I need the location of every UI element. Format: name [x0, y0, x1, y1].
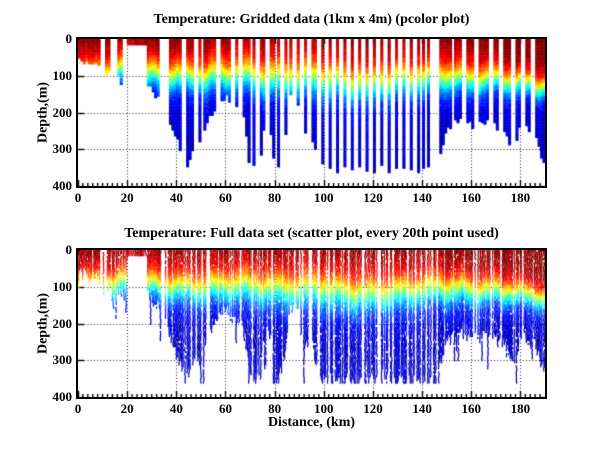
- y-tick-label: 300: [52, 141, 73, 157]
- x-tick-label: 160: [461, 190, 482, 205]
- x-tick-label: 20: [120, 401, 134, 416]
- y-tick-label: 100: [52, 67, 73, 83]
- x-tick-label: 100: [314, 401, 334, 416]
- x-tick-label: 40: [169, 190, 183, 205]
- scatter-plot-title: Temperature: Full data set (scatter plot…: [124, 226, 499, 241]
- scatter-axes: [76, 248, 547, 399]
- x-tick-label: 180: [510, 190, 531, 205]
- x-tick-label: 60: [218, 190, 232, 205]
- distance-axis-label: Distance, (km): [267, 415, 356, 430]
- y-tick-label: 400: [52, 389, 73, 404]
- x-tick-label: 140: [412, 401, 432, 416]
- y-tick-label: 0: [65, 31, 73, 46]
- x-tick-label: 120: [363, 401, 383, 416]
- x-tick-label: 0: [74, 190, 82, 205]
- y-tick-label: 0: [65, 242, 73, 257]
- x-tick-label: 20: [120, 190, 134, 205]
- y-tick-label: 300: [52, 352, 73, 368]
- x-tick-label: 140: [412, 190, 432, 205]
- x-tick-label: 180: [510, 401, 531, 416]
- pcolor-axes: [76, 37, 547, 188]
- x-tick-label: 80: [268, 401, 282, 416]
- y-tick-label: 200: [52, 315, 73, 331]
- pcolor-plot-canvas: [78, 39, 545, 186]
- y-tick-label: 200: [52, 104, 73, 120]
- x-tick-label: 0: [74, 401, 82, 416]
- x-tick-label: 120: [363, 190, 383, 205]
- y-tick-label: 100: [52, 278, 73, 294]
- x-tick-label: 40: [169, 401, 183, 416]
- x-tick-label: 160: [461, 401, 482, 416]
- scatter-plot-canvas: [78, 250, 545, 397]
- pcolor-plot-title: Temperature: Gridded data (1km x 4m) (pc…: [153, 12, 470, 27]
- y-tick-label: 400: [52, 178, 73, 193]
- x-tick-label: 60: [218, 401, 232, 416]
- x-tick-label: 80: [268, 190, 282, 205]
- x-tick-label: 100: [314, 190, 334, 205]
